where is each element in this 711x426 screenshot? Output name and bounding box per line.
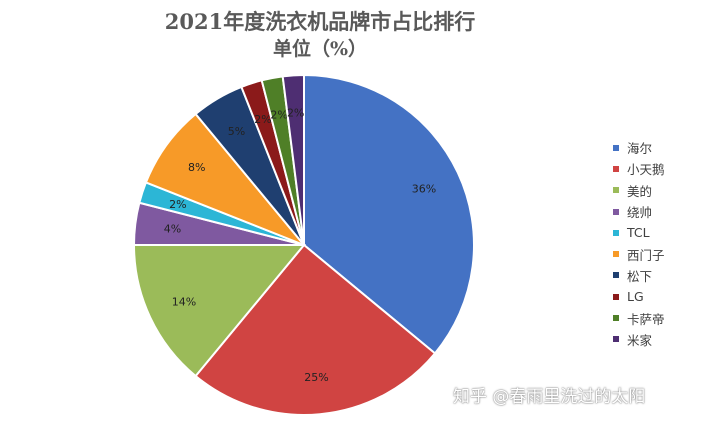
- data-label-0: 36%: [412, 183, 436, 196]
- chart-title: 2021年度洗衣机品牌市占比排行: [164, 9, 476, 34]
- legend-item-3: 绕帅: [613, 201, 665, 222]
- data-label-1: 25%: [304, 371, 328, 384]
- legend-swatch-8: [613, 315, 619, 322]
- legend-item-0: 海尔: [613, 137, 665, 158]
- legend-swatch-4: [613, 229, 619, 236]
- watermark: 知乎 @春雨里洗过的太阳: [453, 387, 646, 407]
- legend-swatch-3: [613, 208, 619, 215]
- legend-item-5: 西门子: [613, 243, 665, 264]
- legend-label-8: 卡萨帝: [627, 311, 665, 327]
- legend-swatch-6: [613, 272, 619, 279]
- legend-label-7: LG: [627, 289, 644, 305]
- legend-swatch-0: [613, 144, 619, 151]
- legend-swatch-7: [613, 293, 619, 300]
- data-label-5: 8%: [188, 161, 205, 174]
- legend-swatch-9: [613, 336, 619, 343]
- legend-label-1: 小天鹅: [627, 162, 665, 178]
- legend-item-9: 米家: [613, 329, 665, 350]
- legend-item-2: 美的: [613, 180, 665, 201]
- data-label-6: 5%: [228, 125, 245, 138]
- legend-item-7: LG: [613, 286, 665, 307]
- chart-subtitle: 单位（%）: [272, 38, 368, 60]
- legend-label-9: 米家: [627, 332, 653, 348]
- legend-swatch-1: [613, 165, 619, 172]
- data-label-8: 2%: [270, 109, 287, 122]
- legend: 海尔小天鹅美的绕帅 TCL 西门子松下 LG 卡萨帝米家: [613, 137, 665, 350]
- legend-swatch-2: [613, 187, 619, 194]
- data-label-7: 2%: [254, 113, 271, 126]
- data-label-9: 2%: [287, 107, 304, 120]
- legend-label-6: 松下: [627, 268, 653, 284]
- legend-label-2: 美的: [627, 183, 653, 199]
- pie-slice-1: [194, 243, 437, 416]
- legend-swatch-5: [613, 251, 619, 258]
- legend-item-1: 小天鹅: [613, 158, 665, 179]
- legend-label-0: 海尔: [627, 141, 653, 157]
- legend-label-4: TCL: [627, 225, 650, 241]
- data-label-4: 2%: [169, 198, 186, 211]
- pie-slice-2: [132, 244, 307, 378]
- legend-item-4: TCL: [613, 222, 665, 243]
- legend-item-6: 松下: [613, 265, 665, 286]
- data-label-2: 14%: [172, 295, 196, 308]
- data-label-3: 4%: [164, 222, 181, 235]
- legend-item-8: 卡萨帝: [613, 307, 665, 328]
- legend-label-3: 绕帅: [627, 205, 653, 221]
- pie-slice-0: [303, 73, 475, 355]
- legend-label-5: 西门子: [627, 247, 665, 263]
- pie-slice-9: [281, 73, 305, 246]
